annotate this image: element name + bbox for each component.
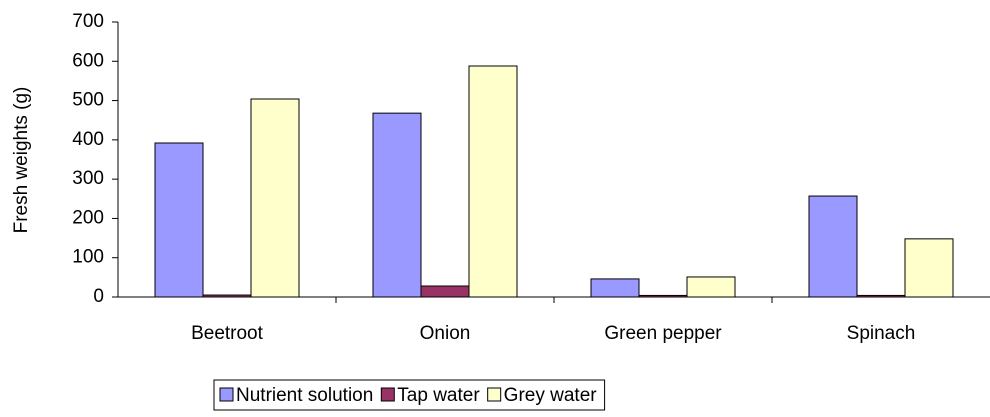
- y-tick-label: 700: [72, 11, 104, 32]
- legend-label: Tap water: [397, 385, 480, 406]
- bar: [372, 112, 422, 298]
- legend-box: [213, 379, 606, 411]
- legend-label: Nutrient solution: [236, 385, 373, 406]
- bar: [154, 142, 204, 298]
- x-tick-label: Green pepper: [604, 323, 722, 344]
- y-tick-label: 400: [72, 129, 104, 150]
- legend-swatch: [219, 387, 234, 402]
- bar: [808, 195, 858, 298]
- x-tick-label: Spinach: [847, 323, 916, 344]
- bar: [904, 238, 954, 298]
- y-axis-label: Fresh weights (g): [11, 87, 32, 234]
- y-tick-label: 200: [72, 207, 104, 228]
- bar: [590, 278, 640, 298]
- legend-label: Grey water: [504, 385, 598, 406]
- bar: [202, 294, 252, 298]
- y-tick-label: 300: [72, 168, 104, 189]
- y-tick-label: 100: [72, 247, 104, 268]
- legend-swatch: [487, 387, 502, 402]
- bar: [856, 294, 906, 298]
- x-tick-label: Onion: [420, 323, 471, 344]
- y-tick-label: 0: [93, 286, 104, 307]
- y-tick-label: 500: [72, 90, 104, 111]
- y-tick-label: 600: [72, 50, 104, 71]
- bar: [250, 98, 300, 298]
- bar: [638, 294, 688, 298]
- bar: [468, 65, 518, 298]
- bar: [686, 276, 736, 298]
- x-tick-label: Beetroot: [191, 323, 264, 344]
- legend: Nutrient solution Tap water Grey water: [213, 379, 606, 411]
- legend-swatch: [380, 387, 395, 402]
- bar: [420, 285, 470, 298]
